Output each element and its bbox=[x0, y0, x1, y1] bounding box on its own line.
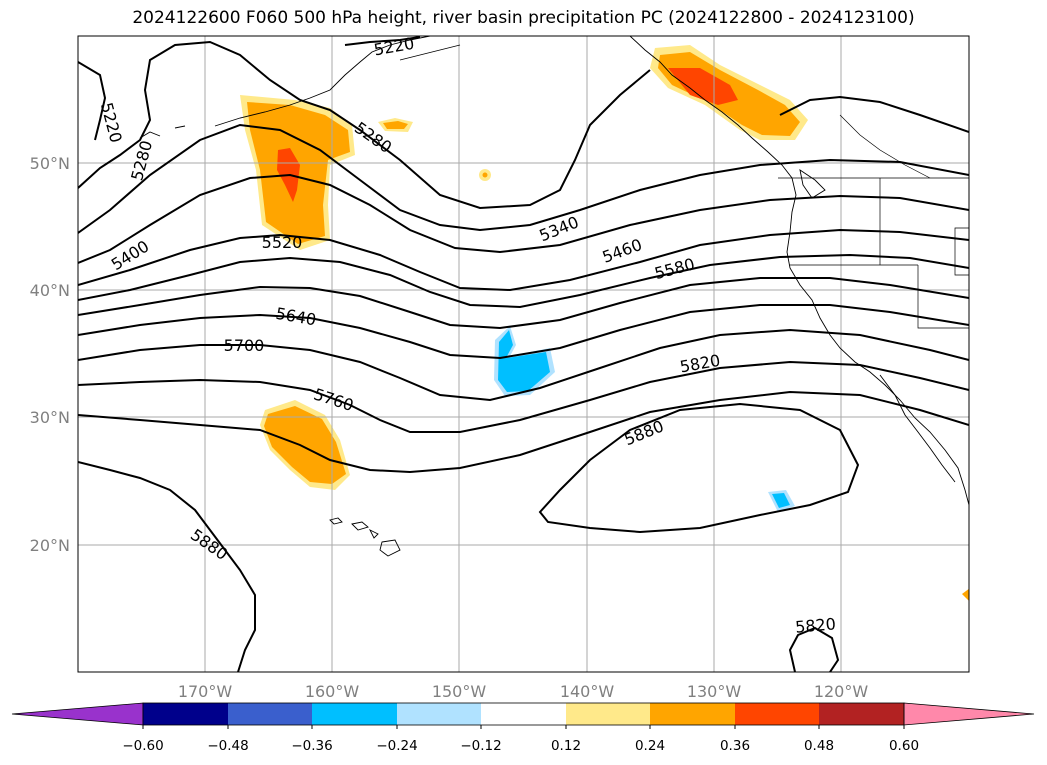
contour-5520 bbox=[78, 253, 969, 309]
precip-blob-small bbox=[383, 121, 408, 129]
colorbar-tick-label: −0.24 bbox=[376, 738, 417, 754]
colorbar-segment bbox=[481, 703, 566, 725]
coastline-hawaii bbox=[368, 528, 379, 539]
coastline-alaska bbox=[399, 44, 461, 61]
lat-label: 40°N bbox=[30, 281, 70, 300]
colorbar-extend-low bbox=[11, 702, 144, 726]
graticule bbox=[78, 36, 969, 672]
colorbar-segment bbox=[650, 703, 735, 725]
coastline-hawaii bbox=[329, 517, 343, 525]
contour-label: 5820 bbox=[794, 614, 836, 636]
colorbar-segment bbox=[312, 703, 397, 725]
contour-5580 bbox=[78, 277, 969, 330]
contour-5880 bbox=[78, 461, 256, 672]
colorbar-tick-label: −0.12 bbox=[460, 738, 501, 754]
contour-label: 5700 bbox=[224, 336, 265, 355]
lon-label: 120°W bbox=[814, 682, 869, 701]
contour-5760 bbox=[78, 360, 969, 433]
lon-label: 170°W bbox=[178, 682, 233, 701]
contour-5280 bbox=[779, 95, 969, 133]
precip-blob-small bbox=[962, 588, 969, 601]
colorbar-segment bbox=[228, 703, 312, 725]
contour-5700 bbox=[78, 328, 969, 402]
lon-label: 150°W bbox=[432, 682, 487, 701]
longitude-labels: 170°W 160°W 150°W 140°W 130°W 120°W bbox=[178, 682, 869, 701]
colorbar-segment bbox=[819, 703, 904, 725]
colorbar-ticks bbox=[142, 725, 905, 729]
contour-5220 bbox=[344, 36, 421, 46]
contour-5340 bbox=[78, 123, 969, 234]
contour-5640 bbox=[78, 304, 969, 360]
map-frame bbox=[77, 35, 970, 673]
contour-5280 bbox=[78, 40, 651, 210]
contour-label: 5520 bbox=[262, 233, 303, 252]
lat-label: 30°N bbox=[30, 408, 70, 427]
colorbar-tick-label: 0.60 bbox=[889, 738, 919, 754]
colorbar-segment bbox=[397, 703, 481, 725]
coastline-alaska bbox=[214, 36, 431, 127]
contour-5820 bbox=[788, 626, 840, 672]
precip-shading bbox=[240, 45, 969, 601]
precip-blob-negative bbox=[498, 330, 550, 392]
contour-5400 bbox=[78, 173, 969, 264]
contour-5460 bbox=[78, 228, 969, 292]
contour-label: 5220 bbox=[372, 34, 415, 60]
latitude-labels: 50°N 40°N 30°N 20°N bbox=[30, 154, 70, 555]
coastline-baja bbox=[879, 374, 956, 483]
colorbar-extend-high bbox=[903, 702, 1035, 726]
precip-blob-small bbox=[482, 172, 488, 178]
colorbar-segment bbox=[143, 703, 228, 725]
height-contours bbox=[78, 36, 969, 672]
colorbar-tick-label: 0.12 bbox=[551, 738, 581, 754]
colorbar-segment bbox=[566, 703, 650, 725]
coastline-alaska bbox=[174, 125, 186, 129]
coastline-alaska bbox=[139, 131, 161, 139]
colorbar-tick-label: 0.48 bbox=[804, 738, 834, 754]
colorbar-tick-label: 0.36 bbox=[720, 738, 750, 754]
contour-5880 bbox=[538, 402, 860, 534]
contour-5220 bbox=[78, 61, 107, 141]
lat-label: 50°N bbox=[30, 154, 70, 173]
coastline-hawaii bbox=[351, 521, 369, 531]
precip-blob-negative bbox=[772, 493, 790, 508]
lat-label: 20°N bbox=[30, 536, 70, 555]
political-borders bbox=[778, 114, 969, 329]
colorbar-segment bbox=[735, 703, 819, 725]
colorbar-tick-label: −0.48 bbox=[207, 738, 248, 754]
coastlines bbox=[139, 36, 969, 557]
colorbar-tick-label: 0.24 bbox=[635, 738, 665, 754]
colorbar-tick-label: −0.60 bbox=[122, 738, 163, 754]
colorbar-tick-label: −0.36 bbox=[291, 738, 332, 754]
coastline-north-america bbox=[629, 36, 969, 506]
lon-label: 160°W bbox=[305, 682, 360, 701]
contour-5820 bbox=[78, 390, 969, 474]
coastline-hawaii bbox=[379, 539, 401, 557]
precip-blob-subtropical bbox=[264, 406, 346, 484]
colorbar: −0.60 −0.48 −0.36 −0.24 −0.12 0.12 0.24 … bbox=[11, 702, 1035, 754]
lon-label: 130°W bbox=[687, 682, 742, 701]
lon-label: 140°W bbox=[560, 682, 615, 701]
map-title: 2024122600 F060 500 hPa height, river ba… bbox=[132, 8, 915, 28]
precip-blob-bc-coast bbox=[668, 68, 738, 105]
